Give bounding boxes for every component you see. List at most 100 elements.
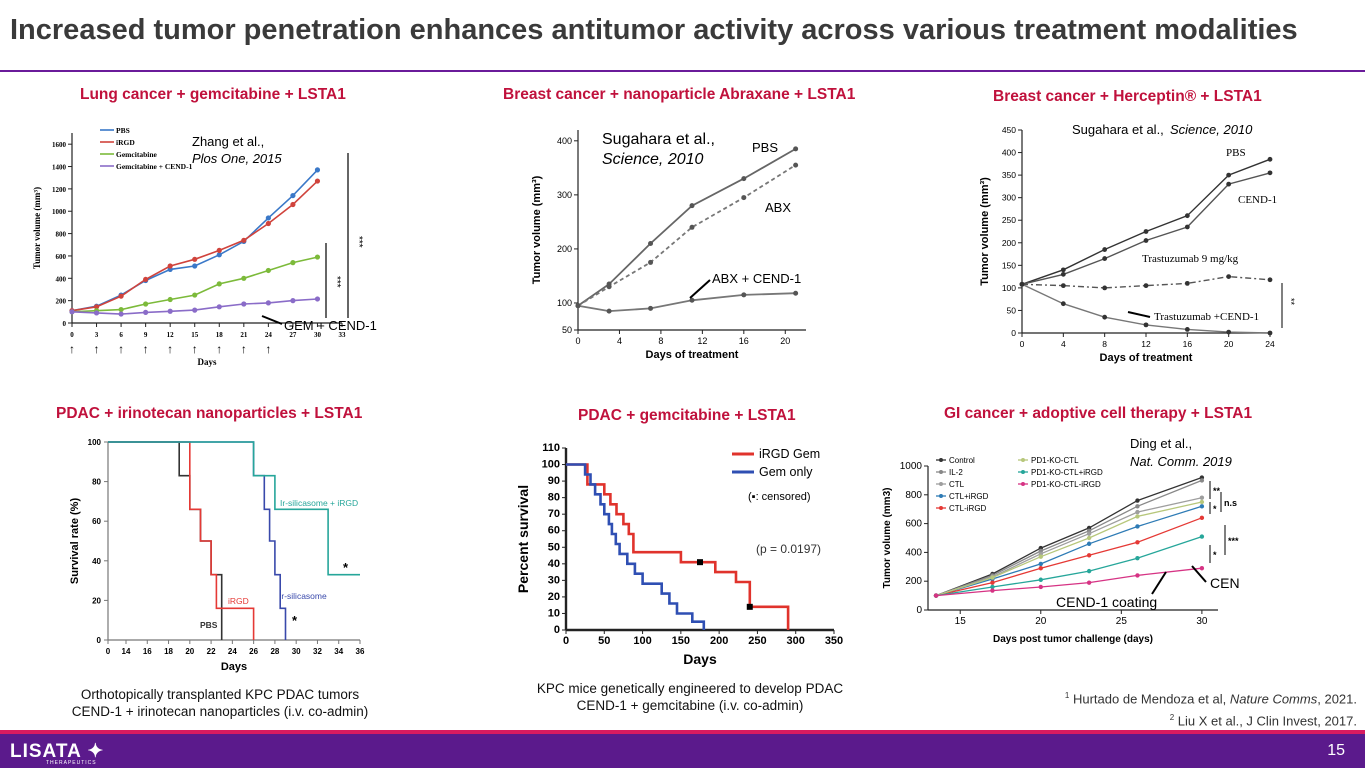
y-tick-label: 1000 xyxy=(900,461,923,472)
x-tick-label: 150 xyxy=(672,635,690,647)
x-tick-label: 0 xyxy=(1020,339,1025,349)
data-point xyxy=(241,301,247,307)
x-axis-label: Days xyxy=(683,651,717,667)
citation-line2: Plos One, 2015 xyxy=(192,151,282,166)
citation-line2: Science, 2010 xyxy=(602,151,704,168)
y-axis-label: Survival rate (%) xyxy=(69,498,81,585)
data-point xyxy=(1060,271,1066,277)
series-label: Ir-silicasome + iRGD xyxy=(280,498,358,508)
data-point xyxy=(192,263,198,269)
x-tick-label: 0 xyxy=(563,635,569,647)
legend-marker xyxy=(1021,470,1025,474)
data-point xyxy=(990,575,995,580)
x-tick-label: 21 xyxy=(240,331,248,339)
series-line-pbs xyxy=(577,148,797,307)
y-axis-label: Tumor volume (mm³) xyxy=(980,177,991,286)
chart-lung-gemcitabine: 0 3 6 9 12 15 18 21 24 27 30 33 0 200 400 600 800 1000 120… xyxy=(32,126,377,367)
data-point xyxy=(192,292,198,298)
y-tick-label: 600 xyxy=(905,519,922,530)
data-point xyxy=(241,275,247,281)
annotation-label: CEND-1 coating xyxy=(1056,594,1157,610)
significance-label: *** xyxy=(353,236,364,248)
series-label: Trastuzumab 9 mg/kg xyxy=(1142,253,1239,265)
panel-5-caption-line1: KPC mice genetically engineered to devel… xyxy=(536,681,844,696)
data-point xyxy=(265,300,271,306)
annotation-arrow xyxy=(689,279,711,299)
x-tick-label: 12 xyxy=(1141,339,1151,349)
significance-label: * xyxy=(343,560,349,575)
data-point xyxy=(575,303,581,309)
y-tick-label: 200 xyxy=(1002,238,1016,248)
x-tick-label: 12 xyxy=(167,331,175,339)
x-tick-label: 28 xyxy=(270,647,279,656)
x-tick-label: 30 xyxy=(1196,616,1208,627)
data-point xyxy=(143,301,149,307)
y-tick-label: 0 xyxy=(1011,328,1016,338)
data-point xyxy=(1086,553,1092,558)
series-line-pd1-ko-ctl-irgd xyxy=(936,567,1202,597)
data-point xyxy=(689,224,695,230)
y-tick-label: 150 xyxy=(1002,260,1016,270)
company-logo: LISATA ✦ THERAPEUTICS xyxy=(10,740,104,766)
footer-stripe xyxy=(0,730,1365,734)
series-label: PBS xyxy=(752,140,778,155)
x-tick-label: 3 xyxy=(95,331,99,339)
dosing-arrow-icon: ↑ xyxy=(69,342,75,356)
data-point xyxy=(1143,322,1149,328)
data-point xyxy=(689,297,695,303)
data-point xyxy=(1086,535,1092,541)
x-tick-label: 32 xyxy=(313,647,322,656)
data-point xyxy=(143,309,149,315)
y-tick-label: 350 xyxy=(1002,170,1016,180)
data-point xyxy=(1102,256,1108,261)
y-tick-label: 60 xyxy=(92,517,101,526)
significance-label: n.s xyxy=(1224,498,1237,508)
x-tick-label: 100 xyxy=(633,635,651,647)
data-point xyxy=(167,263,173,269)
slide-title: Increased tumor penetration enhances ant… xyxy=(10,14,1298,46)
significance-label: ** xyxy=(1213,486,1221,496)
data-point xyxy=(290,201,296,208)
significance-label: * xyxy=(292,613,298,628)
dosing-arrow-icon: ↑ xyxy=(241,342,247,356)
data-point xyxy=(1267,330,1273,336)
legend-marker xyxy=(939,458,943,462)
legend-censored: (▪: censored) xyxy=(748,491,811,503)
legend-marker xyxy=(939,470,943,474)
data-point xyxy=(1135,504,1140,509)
x-tick-label: 34 xyxy=(334,647,343,656)
x-tick-label: 22 xyxy=(207,647,216,656)
y-tick-label: 80 xyxy=(92,478,101,487)
x-tick-label: 50 xyxy=(598,635,610,647)
y-tick-label: 1600 xyxy=(52,141,67,149)
censored-marker xyxy=(697,559,703,566)
data-point xyxy=(606,284,612,290)
data-point xyxy=(118,311,124,317)
y-tick-label: 20 xyxy=(548,591,560,603)
data-point xyxy=(69,309,75,315)
data-point xyxy=(1226,274,1232,280)
citation-line1: Zhang et al., xyxy=(192,134,264,149)
data-point xyxy=(1060,301,1066,307)
data-point xyxy=(933,593,939,598)
panel-5-title: PDAC + gemcitabine + LSTA1 xyxy=(578,407,796,424)
x-tick-label: 0 xyxy=(575,336,580,346)
x-tick-label: 15 xyxy=(191,331,199,339)
data-point xyxy=(216,304,222,310)
data-point xyxy=(1199,504,1205,509)
chart-pdac-irinotecan: 0 14 16 18 20 22 24 26 28 30 32 34 36 0 20 40 60 80 100 Day… xyxy=(69,438,365,673)
panel-1-title: Lung cancer + gemcitabine + LSTA1 xyxy=(80,86,346,103)
data-point xyxy=(1102,247,1108,252)
data-point xyxy=(1143,238,1149,243)
series-line-ir-silicasome xyxy=(108,441,287,640)
series-label: PBS xyxy=(200,620,218,630)
series-line-abx-cend-1 xyxy=(577,292,796,313)
x-tick-label: 30 xyxy=(292,647,301,656)
legend-label: CTL-iRGD xyxy=(949,504,987,513)
x-tick-label: 33 xyxy=(339,331,347,339)
y-tick-label: 90 xyxy=(548,475,560,487)
data-point xyxy=(93,310,100,316)
data-point xyxy=(1086,568,1092,574)
y-axis-label: Tumor volume (mm³) xyxy=(32,187,42,269)
y-tick-label: 100 xyxy=(1002,283,1016,293)
